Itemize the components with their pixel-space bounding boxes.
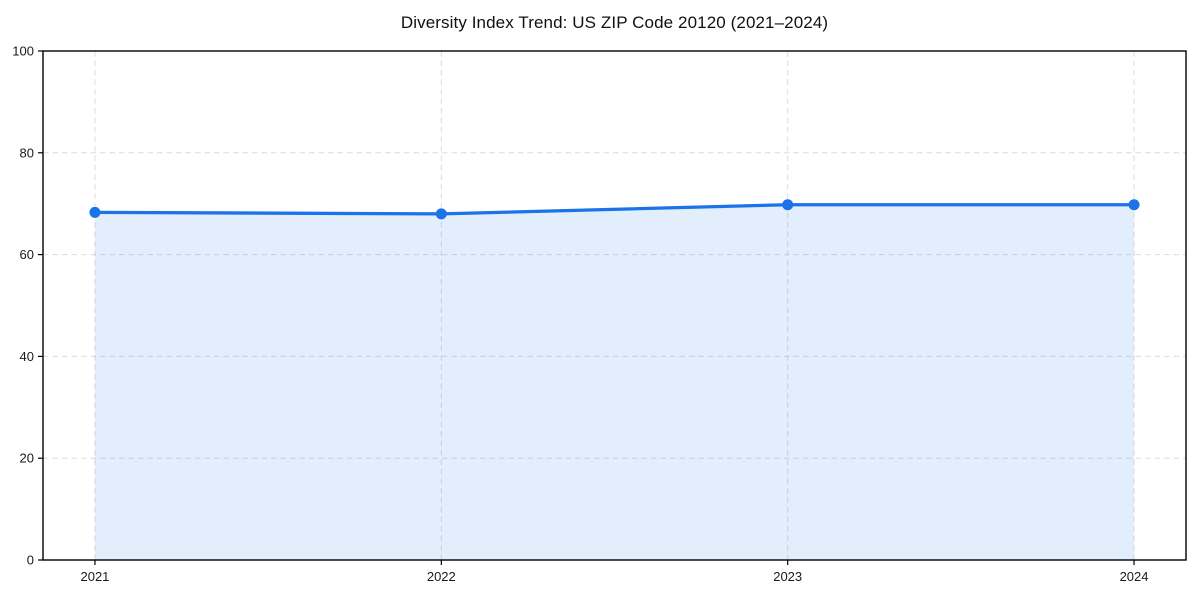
y-tick-label: 0	[27, 553, 34, 568]
data-point-marker	[782, 199, 794, 211]
y-tick-label: 20	[20, 451, 34, 466]
data-point-marker	[1128, 199, 1140, 211]
chart-title: Diversity Index Trend: US ZIP Code 20120…	[400, 13, 829, 32]
y-tick-label: 40	[20, 349, 34, 364]
plot-border	[42, 50, 1187, 561]
x-tick-label: 2022	[427, 569, 456, 584]
y-tick-label: 60	[20, 247, 34, 262]
area-fill	[94, 204, 1135, 560]
trend-line	[93, 203, 1136, 216]
x-tick-label: 2024	[1120, 569, 1149, 584]
y-tick-label: 100	[12, 44, 34, 59]
y-tick-label: 80	[20, 145, 34, 160]
x-tick-label: 2023	[773, 569, 802, 584]
x-tick-label: 2021	[80, 569, 109, 584]
data-point-marker	[435, 208, 447, 220]
data-point-marker	[89, 206, 101, 218]
